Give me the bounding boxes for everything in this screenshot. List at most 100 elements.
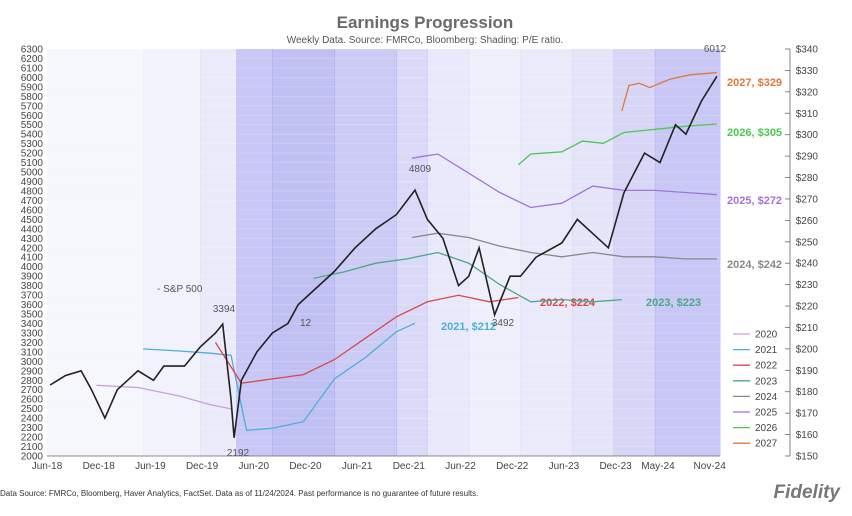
left-tick-label-11: 3100: [21, 347, 44, 358]
left-tick-label-16: 3600: [21, 300, 44, 311]
left-tick-label-0: 2000: [21, 452, 44, 463]
left-tick-label-28: 4800: [21, 186, 44, 197]
right-tick-label-2: $170: [796, 409, 819, 420]
left-tick-label-6: 2600: [21, 395, 44, 406]
legend-label-2021: 2021: [755, 345, 778, 356]
x-tick-label-11: Dec-23: [599, 461, 632, 472]
left-tick-label-30: 5000: [21, 168, 44, 179]
left-tick-label-17: 3700: [21, 291, 44, 302]
x-tick-label-3: Dec-19: [186, 461, 219, 472]
left-tick-label-27: 4700: [21, 196, 44, 207]
left-tick-label-32: 5200: [21, 149, 44, 160]
right-tick-label-16: $310: [796, 109, 819, 120]
annotation-3: 3492: [492, 318, 515, 329]
right-tick-label-19: $340: [796, 45, 819, 56]
right-tick-label-3: $180: [796, 387, 819, 398]
x-tick-label-10: Jun-23: [549, 461, 580, 472]
series-line-2024: [411, 232, 717, 260]
left-tick-label-14: 3400: [21, 319, 44, 330]
fidelity-logo: Fidelity: [773, 482, 840, 503]
left-tick-label-37: 5700: [21, 101, 44, 112]
left-tick-label-40: 6000: [21, 73, 44, 84]
shade-band-5: [334, 49, 397, 456]
x-axis-ticks: Jun-18 Dec-18 Jun-19 Dec-19 Jun-20 Dec-20 Jun-…: [32, 455, 727, 472]
left-axis-ticks: 2000210022002300240025002600270028002900…: [21, 45, 44, 463]
right-tick-label-8: $230: [796, 280, 819, 291]
shade-band-0: [47, 49, 144, 456]
left-tick-label-22: 4200: [21, 243, 44, 254]
right-axis-ticks: $150 $160 $170 $180 $190 $200 $210 $220 $230 $240…: [785, 45, 818, 463]
right-tick-label-11: $260: [796, 216, 819, 227]
series-line-2026: [517, 123, 717, 166]
left-tick-label-31: 5100: [21, 158, 44, 169]
right-tick-label-1: $160: [796, 430, 819, 441]
x-tick-label-7: Dec-21: [393, 461, 426, 472]
right-tick-label-4: $190: [796, 366, 819, 377]
left-tick-label-23: 4300: [21, 234, 44, 245]
right-tick-label-6: $210: [796, 323, 819, 334]
shade-band-1: [143, 49, 201, 456]
series-line-2023: [313, 251, 622, 303]
pe-ratio-shading: [47, 49, 721, 456]
shade-band-6: [396, 49, 428, 456]
legend-label-2026: 2026: [755, 423, 778, 434]
x-tick-label-1: Dec-18: [83, 461, 116, 472]
earnings-series: 2021, $212 2022, $224 2023, $223 2024, $242…: [96, 71, 782, 431]
left-tick-label-24: 4400: [21, 224, 44, 235]
right-tick-label-12: $270: [796, 194, 819, 205]
right-tick-label-5: $200: [796, 344, 819, 355]
left-tick-label-10: 3000: [21, 357, 44, 368]
x-tick-label-4: Jun-20: [238, 461, 269, 472]
left-tick-label-38: 5800: [21, 92, 44, 103]
series-label-2027: 2027, $329: [727, 77, 782, 89]
legend-label-2024: 2024: [755, 392, 778, 403]
annotation-2: 4809: [409, 164, 432, 175]
left-tick-label-8: 2800: [21, 376, 44, 387]
right-tick-label-9: $240: [796, 259, 819, 270]
chart-title: Earnings Progression: [337, 13, 514, 32]
left-tick-label-2: 2200: [21, 433, 44, 444]
series-label-2022: 2022, $224: [540, 297, 596, 309]
x-tick-label-2: Jun-19: [135, 461, 166, 472]
series-label-2021: 2021, $212: [441, 321, 496, 333]
series-label-2024: 2024, $242: [727, 259, 782, 271]
legend-label-2025: 2025: [755, 408, 778, 419]
x-tick-label-13: Nov-24: [694, 461, 727, 472]
left-tick-label-33: 5300: [21, 139, 44, 150]
left-tick-label-43: 6300: [21, 45, 44, 56]
right-tick-label-0: $150: [796, 452, 819, 463]
left-tick-label-21: 4100: [21, 253, 44, 264]
left-tick-label-7: 2700: [21, 385, 44, 396]
left-tick-label-19: 3900: [21, 272, 44, 283]
series-line-2021: [143, 322, 416, 431]
series-label-2023: 2023, $223: [646, 297, 701, 309]
left-tick-label-36: 5600: [21, 111, 44, 122]
left-tick-label-5: 2500: [21, 404, 44, 415]
left-tick-label-13: 3300: [21, 328, 44, 339]
source-footnote: Data Source: FMRCo, Bloomberg, Haver Ana…: [0, 489, 479, 498]
x-tick-label-12: May-24: [641, 461, 675, 472]
left-tick-label-4: 2400: [21, 414, 44, 425]
x-tick-label-9: Dec-22: [496, 461, 529, 472]
left-tick-label-26: 4600: [21, 205, 44, 216]
series-line-2025: [411, 153, 717, 209]
annotation-5: - S&P 500: [157, 284, 203, 295]
sp500-line: [49, 75, 718, 438]
annotation-0: 3394: [213, 304, 236, 315]
left-tick-label-12: 3200: [21, 338, 44, 349]
legend-label-2023: 2023: [755, 376, 778, 387]
right-tick-label-7: $220: [796, 302, 819, 313]
shade-band-3: [236, 49, 273, 456]
x-tick-label-8: Jun-22: [445, 461, 476, 472]
left-tick-label-39: 5900: [21, 82, 44, 93]
grid: [47, 48, 720, 457]
left-tick-label-29: 4900: [21, 177, 44, 188]
right-tick-label-14: $290: [796, 152, 819, 163]
legend-label-2022: 2022: [755, 361, 778, 372]
left-tick-label-41: 6100: [21, 63, 44, 74]
annotations: 3394 2192 4809 3492 6012 - S&P 500 12: [157, 44, 727, 459]
annotation-4: 6012: [704, 44, 727, 55]
left-tick-label-15: 3500: [21, 310, 44, 321]
left-tick-label-25: 4500: [21, 215, 44, 226]
left-tick-label-9: 2900: [21, 366, 44, 377]
